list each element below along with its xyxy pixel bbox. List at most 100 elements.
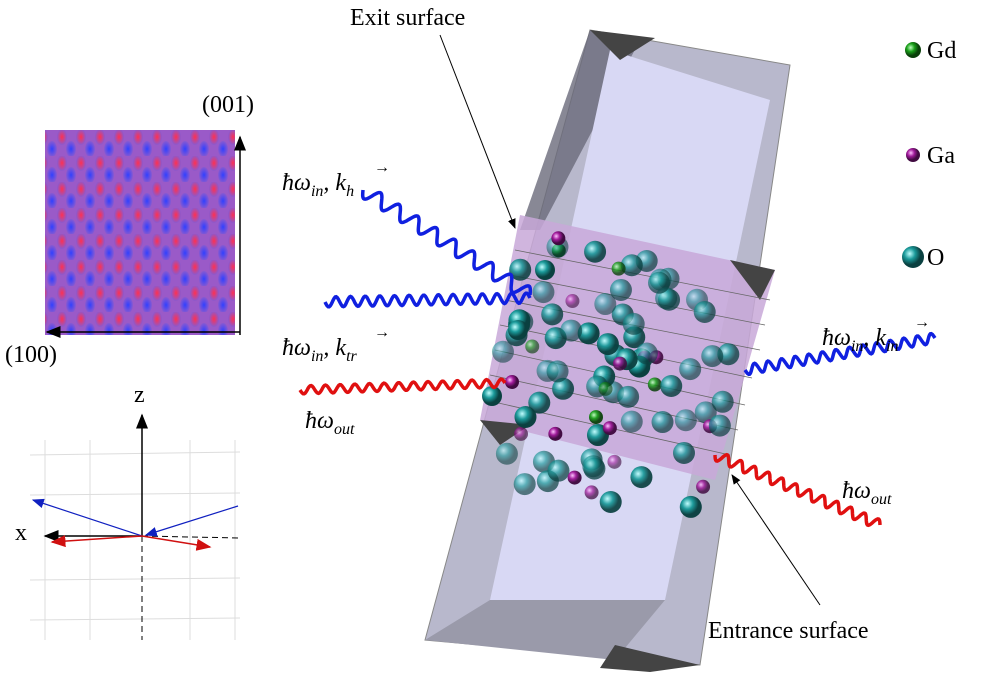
atom — [565, 294, 580, 309]
atom — [717, 343, 740, 366]
atom — [622, 312, 645, 335]
legend-marker — [902, 246, 924, 268]
atom — [541, 303, 564, 326]
legend-marker — [906, 148, 920, 162]
atom — [505, 375, 519, 389]
atom — [567, 470, 582, 485]
label-part: tr — [346, 348, 357, 365]
atom — [708, 414, 731, 437]
atom — [514, 426, 529, 441]
vector-arrow: → — [374, 159, 390, 176]
atom — [594, 293, 617, 316]
beam — [323, 291, 532, 309]
atom — [609, 278, 632, 301]
beam — [360, 189, 533, 296]
grid — [29, 440, 241, 640]
atom — [577, 322, 600, 345]
arrow — [731, 474, 821, 606]
atom — [560, 319, 583, 342]
atom — [584, 485, 599, 500]
beam-label: ħωin, ktr — [282, 335, 358, 365]
lattice-image — [45, 130, 235, 335]
vector — [50, 535, 143, 548]
atom — [620, 410, 643, 433]
legend-label: Ga — [927, 143, 955, 169]
atom — [589, 410, 604, 425]
label-part: out — [334, 421, 355, 438]
atom — [696, 479, 711, 494]
atom — [514, 406, 537, 429]
atom — [612, 356, 627, 371]
separator: , — [323, 335, 329, 361]
atom — [513, 473, 536, 496]
label-part: in — [886, 338, 898, 355]
beam — [713, 452, 882, 528]
atom — [491, 340, 514, 363]
atom — [495, 442, 518, 465]
atom — [599, 491, 622, 514]
annotation: Entrance surface — [708, 618, 869, 644]
beam — [743, 331, 937, 377]
atom — [635, 342, 658, 365]
label-part: ħω — [842, 478, 871, 504]
atom — [525, 339, 540, 354]
atom — [607, 454, 622, 469]
label-part: k — [875, 325, 886, 351]
atom — [508, 320, 528, 340]
legend-label: Gd — [927, 38, 956, 64]
label: (100) — [5, 342, 57, 368]
label: (001) — [202, 92, 254, 118]
atom — [535, 260, 555, 280]
atom — [630, 466, 653, 489]
beam — [298, 377, 507, 396]
atom — [528, 391, 551, 414]
label-part: k — [335, 335, 346, 361]
atom — [532, 281, 555, 304]
atom — [693, 300, 716, 323]
atom — [548, 426, 563, 441]
atom — [602, 421, 617, 436]
label-part: in — [311, 348, 323, 365]
atom — [551, 231, 566, 246]
annotation: Exit surface — [350, 5, 465, 31]
vector — [31, 498, 143, 537]
atom — [598, 381, 613, 396]
separator: , — [323, 170, 329, 196]
vector-arrow: → — [374, 324, 390, 341]
atom — [547, 459, 570, 482]
atom — [546, 360, 569, 383]
atom — [584, 240, 607, 263]
atom — [711, 390, 734, 413]
atom — [552, 377, 575, 400]
atom — [674, 409, 697, 432]
atom — [679, 358, 702, 381]
label-part: ħω — [282, 335, 311, 361]
atoms — [482, 231, 740, 518]
axis-label: z — [134, 382, 145, 408]
atom — [582, 455, 605, 478]
atom — [648, 271, 671, 294]
atom — [651, 411, 674, 434]
atom — [620, 254, 643, 277]
atom — [482, 386, 502, 406]
label-part: out — [871, 491, 892, 508]
vector — [141, 535, 212, 551]
atom — [679, 495, 702, 518]
atom — [611, 261, 626, 276]
label-part: in — [311, 183, 323, 200]
atom — [647, 377, 662, 392]
beam-label: ħωin, kin — [822, 325, 899, 355]
atom — [596, 333, 619, 356]
legend-label: O — [927, 245, 944, 271]
atom — [672, 441, 695, 464]
atom — [694, 401, 717, 424]
label-part: ħω — [305, 408, 334, 434]
atom — [617, 385, 640, 408]
atom — [660, 374, 683, 397]
beam-label: ħωin, kh — [282, 170, 354, 200]
atom — [509, 258, 532, 281]
beam-label: ħωout — [305, 408, 355, 438]
label-part: ħω — [282, 170, 311, 196]
vector-arrow: → — [914, 314, 930, 331]
